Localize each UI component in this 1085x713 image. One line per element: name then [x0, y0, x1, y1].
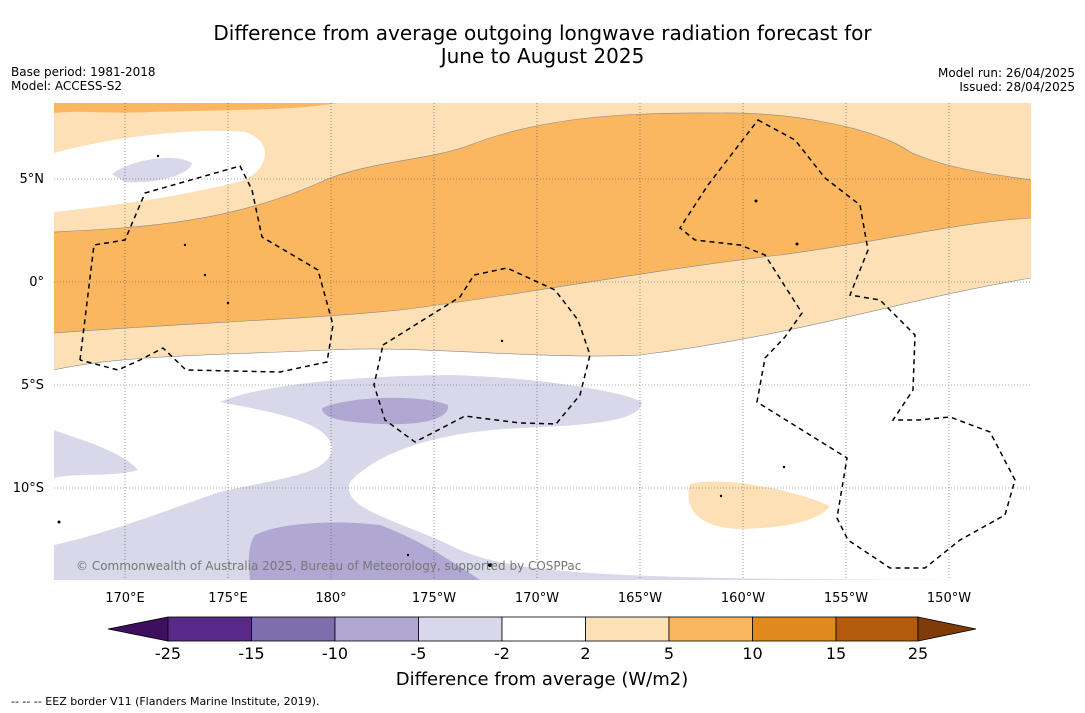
mild-negative-blob-north [112, 157, 192, 183]
colorbar-swatch-9 [835, 616, 919, 642]
colorbar-swatch-2 [251, 616, 336, 642]
meta-right: Model run: 26/04/2025 Issued: 28/04/2025 [938, 66, 1075, 94]
strong-negative-blob-south [248, 522, 480, 580]
colorbar-tick-9: 25 [908, 644, 928, 663]
strong-negative-blob-central [322, 397, 449, 425]
colorbar-tick-3: -5 [411, 644, 427, 663]
graticule [54, 103, 1031, 580]
lon-label-170w: 170°W [515, 591, 559, 606]
lat-label-5s: 5°S [21, 378, 44, 393]
colorbar-swatch-6 [585, 616, 670, 642]
map-area [54, 103, 1031, 580]
colorbar-tick-6: 5 [664, 644, 674, 663]
eez-border-central [373, 267, 591, 443]
eez-border-west [79, 165, 334, 373]
colorbar-tick-4: -2 [494, 644, 510, 663]
lon-label-170e: 170°E [105, 591, 145, 606]
lat-label-10s: 10°S [13, 481, 44, 496]
colorbar-swatch-5 [501, 616, 586, 642]
colorbar-swatch-1 [167, 616, 252, 642]
mild-negative-west [54, 430, 138, 478]
colorbar-swatch-8 [752, 616, 837, 642]
colorbar-arrow-left [107, 616, 169, 642]
lon-label-155w: 155°W [824, 591, 868, 606]
colorbar-tick-2: -10 [322, 644, 348, 663]
title-line-2: June to August 2025 [440, 44, 645, 68]
moderate-positive-corner [54, 103, 338, 113]
eez-border-east [679, 119, 1016, 569]
copyright-notice: © Commonwealth of Australia 2025, Bureau… [76, 559, 582, 573]
islands [57, 154, 799, 567]
lon-label-175w: 175°W [412, 591, 456, 606]
lon-label-180: 180° [315, 591, 346, 606]
lat-label-0: 0° [29, 275, 44, 290]
colorbar-swatch-4 [418, 616, 503, 642]
colorbar-tick-5: 2 [580, 644, 590, 663]
lon-label-175e: 175°E [208, 591, 248, 606]
colorbar-swatch-3 [334, 616, 419, 642]
colorbar-tick-7: 10 [742, 644, 762, 663]
base-period: Base period: 1981-2018 [11, 65, 156, 79]
model-name: Model: ACCESS-S2 [11, 79, 123, 93]
moderate-positive-band [54, 112, 1031, 333]
colorbar-title: Difference from average (W/m2) [396, 669, 688, 690]
lat-label-5n: 5°N [20, 172, 45, 187]
lon-label-160w: 160°W [721, 591, 765, 606]
colorbar: -25 -15 -10 -5 -2 2 5 10 15 25 Differenc… [107, 616, 977, 690]
colorbar-tick-1: -15 [238, 644, 264, 663]
issued-date: Issued: 28/04/2025 [959, 80, 1075, 94]
colorbar-swatch-7 [668, 616, 753, 642]
title-line-1: Difference from average outgoing longwav… [213, 21, 872, 45]
lon-label-165w: 165°W [618, 591, 662, 606]
eez-borders [79, 119, 1016, 569]
map-title: Difference from average outgoing longwav… [0, 22, 1085, 68]
lon-label-150w: 150°W [927, 591, 971, 606]
colorbar-arrow-right [917, 616, 977, 642]
colorbar-tick-0: -25 [155, 644, 181, 663]
colorbar-tick-8: 15 [826, 644, 846, 663]
meta-left: Base period: 1981-2018 Model: ACCESS-S2 [11, 65, 156, 93]
contour-lines [54, 112, 1031, 371]
eez-footnote: -- -- -- EEZ border V11 (Flanders Marine… [11, 695, 320, 708]
model-run: Model run: 26/04/2025 [937, 66, 1075, 80]
mild-positive-island [688, 481, 830, 529]
